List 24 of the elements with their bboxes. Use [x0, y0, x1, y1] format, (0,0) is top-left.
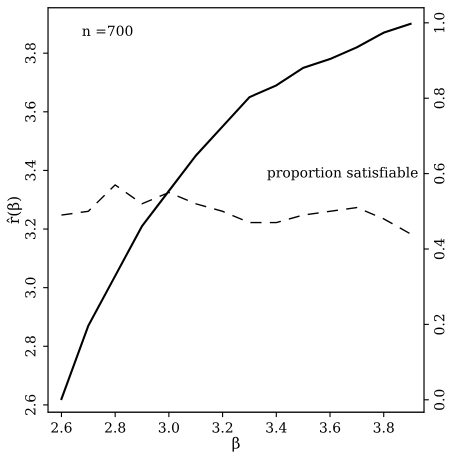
y-tick-label: 3.8	[25, 43, 36, 64]
y2-tick-label: 0.0	[434, 390, 444, 410]
y-tick-label: 3.4	[25, 160, 36, 180]
x-tick-label: 3.8	[374, 422, 394, 433]
y2-tick-label: 1.0	[434, 12, 444, 32]
x-tick-label: 3.4	[266, 422, 287, 433]
y-tick-label: 2.6	[25, 394, 36, 415]
y2-tick-label: 0.4	[434, 238, 444, 260]
y2-tick-label: 0.6	[434, 163, 444, 184]
annotation: n =700	[82, 26, 132, 36]
y2-tick-label: 0.8	[434, 88, 444, 108]
x-tick-label: 3.0	[158, 422, 179, 433]
y-tick-label: 3.2	[25, 219, 36, 240]
x-tick-label: 3.2	[212, 422, 232, 433]
y-axis-title: r̂(β)	[6, 197, 22, 224]
x-tick-label: 2.8	[105, 422, 126, 433]
annotation: proportion satisfiable	[267, 166, 418, 180]
y-tick-label: 3.0	[25, 278, 36, 298]
x-tick-label: 3.6	[320, 422, 340, 433]
y-tick-label: 2.8	[25, 336, 36, 356]
x-tick-label: 2.6	[51, 422, 72, 433]
x-axis-title: β	[232, 436, 240, 452]
y2-tick-label: 0.2	[434, 314, 444, 335]
y-tick-label: 3.6	[25, 102, 36, 122]
